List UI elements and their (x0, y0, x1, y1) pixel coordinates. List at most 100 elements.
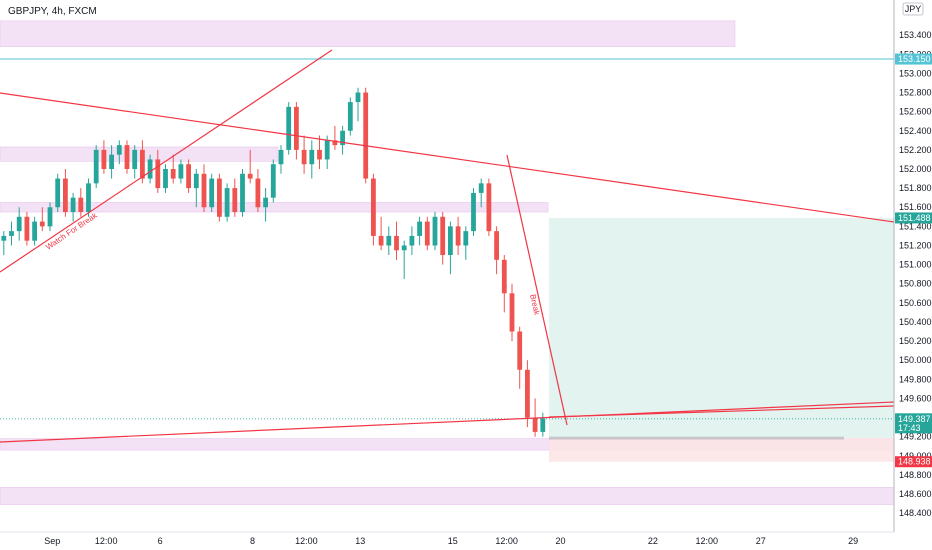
zone-band (0, 146, 279, 162)
time-tick-label: 12:00 (95, 536, 118, 546)
candle-body (324, 140, 330, 160)
time-tick-label: 27 (756, 536, 766, 546)
price-tick-label: 150.200 (899, 336, 932, 346)
time-tick-label: 8 (250, 536, 255, 546)
candle-body (163, 169, 168, 189)
candle-body (448, 226, 453, 256)
key-level-tag: 153.150 (898, 54, 931, 64)
candle-body (517, 331, 523, 370)
candle-body (93, 149, 99, 184)
candle-body (217, 178, 222, 217)
candle-body (116, 145, 122, 155)
candle-body (9, 231, 14, 236)
candle-body (109, 154, 114, 169)
candle-body (255, 178, 261, 208)
candle-body (363, 92, 369, 179)
candle-body (224, 188, 230, 217)
candle-body (193, 173, 199, 189)
entry-line (549, 436, 844, 440)
candle-body (240, 173, 245, 213)
candle-body (278, 149, 284, 165)
trend-line (0, 401, 895, 443)
candle-body (39, 221, 45, 227)
candle-body (371, 178, 376, 236)
price-tick-label: 150.600 (899, 298, 932, 308)
candle-body (232, 188, 238, 213)
trend-lines[interactable] (0, 49, 895, 443)
time-tick-label: 12:00 (495, 536, 518, 546)
price-tick-label: 152.800 (899, 88, 932, 98)
candle-body (378, 235, 384, 246)
price-axis-background (894, 0, 932, 550)
candle-body (178, 164, 184, 179)
time-tick-label: 22 (648, 536, 658, 546)
candle-body (32, 221, 37, 241)
candle-body (332, 140, 338, 146)
price-tick-label: 153.400 (899, 30, 932, 40)
candle-body (155, 159, 161, 189)
long-position-tool[interactable] (549, 217, 894, 462)
candle-body (501, 259, 507, 294)
current-price-tag: 149.387 (898, 414, 931, 424)
candle-body (294, 106, 299, 150)
candle-body (540, 418, 546, 432)
candle-body (463, 231, 469, 246)
price-tick-label: 151.600 (899, 202, 932, 212)
trend-line (0, 49, 333, 273)
time-tick-label: 20 (555, 536, 565, 546)
time-tick-label: 29 (848, 536, 858, 546)
candle-body (525, 369, 530, 418)
stop-tag-background (895, 456, 932, 468)
candle-body (63, 178, 68, 213)
price-tick-label: 152.400 (899, 126, 932, 136)
price-tick-label: 153.000 (899, 68, 932, 78)
countdown-label: 17:43 (898, 423, 921, 433)
candle-body (309, 149, 315, 165)
time-tick-label: 13 (355, 536, 365, 546)
time-tick-label: 15 (448, 536, 458, 546)
price-tick-label: 148.800 (899, 470, 932, 480)
price-axis[interactable]: 148.400148.600148.800149.000149.200149.4… (893, 0, 932, 550)
trend-line (548, 405, 895, 418)
trend-line (0, 92, 895, 223)
candle-body (509, 293, 515, 332)
candle-body (70, 197, 76, 213)
candle-body (147, 159, 153, 179)
price-tick-label: 150.800 (899, 279, 932, 289)
candle-body (394, 235, 399, 251)
candle-body (494, 231, 499, 260)
candle-body (424, 221, 430, 246)
supply-demand-zones (0, 20, 895, 505)
candle-body (1, 235, 7, 241)
candle-body (440, 216, 446, 256)
candle-body (201, 173, 207, 208)
candle-body (317, 149, 322, 160)
candle-body (471, 192, 476, 232)
candle-body (286, 106, 292, 150)
candle-body (401, 245, 407, 251)
zone-band (0, 202, 549, 213)
candle-body (478, 183, 484, 193)
price-tick-label: 148.600 (899, 489, 932, 499)
key-level-tag-background (895, 53, 932, 65)
candle-body (247, 173, 253, 179)
price-tick-label: 151.400 (899, 221, 932, 231)
candle-body (532, 417, 538, 432)
price-tick-label: 149.200 (899, 432, 932, 442)
candle-body (78, 197, 84, 213)
candle-body (270, 164, 276, 198)
candle-body (347, 102, 353, 131)
candle-body (124, 145, 130, 169)
candle-body (170, 169, 176, 179)
zone-band (0, 487, 895, 505)
price-tick-label: 149.000 (899, 451, 932, 461)
stop-zone (549, 437, 894, 462)
candlesticks (1, 87, 546, 437)
candle-body (47, 207, 53, 227)
candle-body (101, 149, 107, 169)
current-price-tag-background (895, 413, 932, 434)
